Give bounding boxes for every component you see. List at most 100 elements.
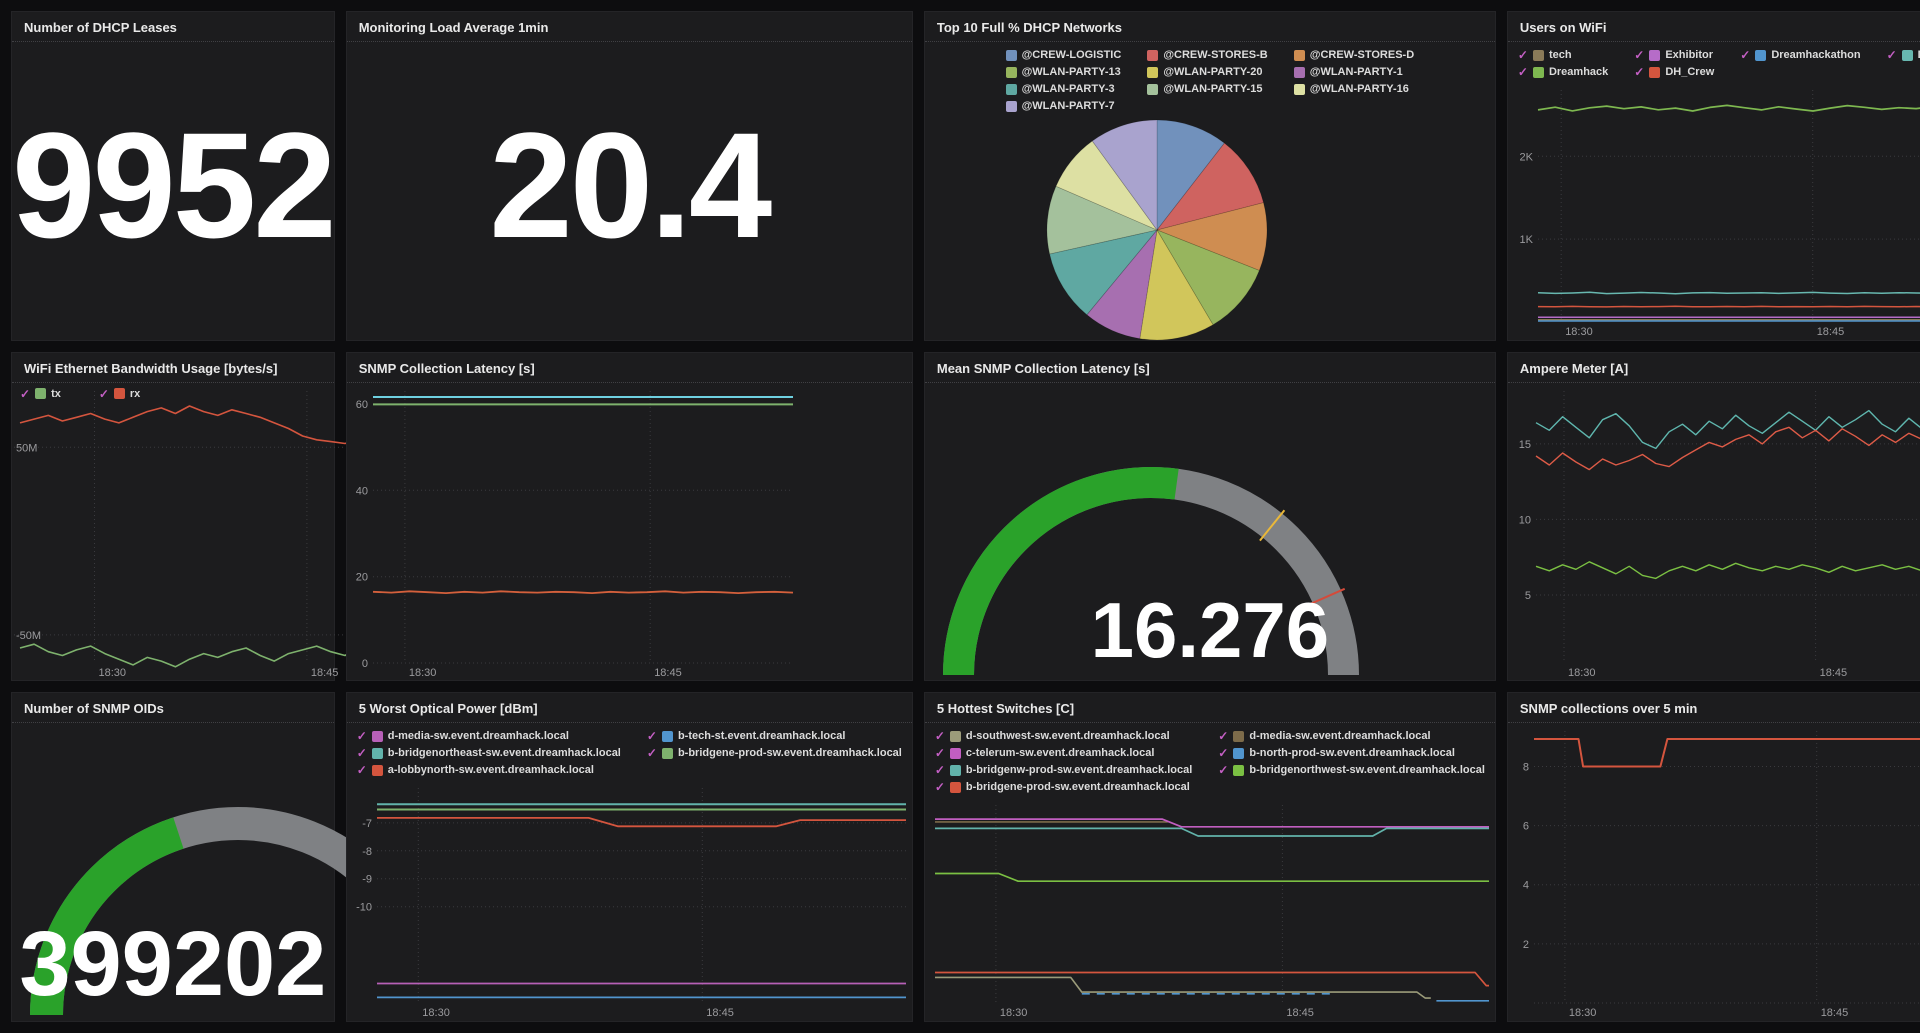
dhcp-networks-pie-legend-item[interactable]: @WLAN-PARTY-1 [1293,64,1414,80]
hottest-switches-legend-item[interactable]: ✓ b-bridgenw-prod-sw.event.dreamhack.loca… [935,762,1192,778]
series-label: tx [51,387,61,400]
series-label: @WLAN-PARTY-13 [1021,66,1121,78]
wifi-bandwidth-body: 50M -50M 18:30 18:45 ✓ tx ✓ rx [12,383,459,681]
series-color-swatch [1532,66,1544,78]
hottest-switches-legend-item[interactable]: ✓ b-bridgene-prod-sw.event.dreamhack.loca… [935,779,1192,795]
users-wifi-legend-item[interactable]: ✓ Dreamhackathon [1740,47,1860,63]
hottest-switches-legend-item[interactable]: ✓ b-bridgenorthwest-sw.event.dreamhack.lo… [1218,762,1485,778]
panel-title[interactable]: 5 Hottest Switches [C] [924,693,1495,724]
svg-text:-9: -9 [362,874,372,886]
snmp-collections-line-chart[interactable]: 8 6 4 2 18:30 18:45 [1508,723,1920,1021]
hottest-switches-legend-item[interactable]: ✓ d-media-sw.event.dreamhack.local [1218,728,1485,744]
users-wifi-legend-item[interactable]: ✓ Exhibitor [1634,47,1714,63]
series-toggle-check-icon: ✓ [356,746,367,761]
gauge-value: 399202 [19,912,327,1015]
users-wifi-body: ✓ tech ✓ Exhibitor ✓ Dreamhackathon ✓ Dreamhack… [1508,42,1920,340]
svg-text:1K: 1K [1519,234,1533,246]
panel-title[interactable]: Number of SNMP OIDs [12,693,334,724]
users-wifi-legend-item[interactable]: ✓ Dreamhack [1518,64,1608,80]
ampere-meter-line-chart[interactable]: 15 10 5 18:30 18:45 [1508,383,1920,681]
snmp-oids-body: 399202 [12,723,450,1021]
series-color-swatch [371,764,383,776]
series-label: @WLAN-PARTY-7 [1021,100,1115,112]
hottest-switches-legend-item[interactable]: ✓ b-north-prod-sw.event.dreamhack.local [1218,745,1485,761]
series-color-swatch [35,388,47,400]
dhcp-networks-pie-legend-item[interactable]: @WLAN-PARTY-20 [1147,64,1267,80]
series-color-swatch [371,730,383,742]
hottest-switches-legend-item[interactable]: ✓ d-southwest-sw.event.dreamhack.local [935,728,1192,744]
panel-title[interactable]: WiFi Ethernet Bandwidth Usage [bytes/s] [12,353,334,383]
series-color-swatch [949,764,961,776]
series-color-swatch [1755,49,1767,61]
worst-optical-power-legend-item[interactable]: ✓ a-lobbynorth-sw.event.dreamhack.local [357,762,621,778]
svg-text:18:30: 18:30 [409,667,437,679]
series-toggle-check-icon: ✓ [934,763,945,778]
snmp-latency-line-chart[interactable]: 60 40 20 0 18:30 18:45 [347,383,912,681]
series-color-swatch [949,730,961,742]
series-color-swatch [1293,83,1305,95]
panel-title[interactable]: Top 10 Full % DHCP Networks [924,12,1495,42]
series-toggle-check-icon: ✓ [934,746,945,761]
worst-optical-power-legend-item[interactable]: ✓ d-media-sw.event.dreamhack.local [357,728,621,744]
users-wifi-line-chart[interactable]: 2K 1K 18:30 18:45 [1508,82,1920,340]
series-label: @WLAN-PARTY-3 [1021,83,1115,95]
mean-snmp-latency-gauge-chart[interactable] [925,383,1495,681]
panel-title[interactable]: SNMP Collection Latency [s] [346,353,912,383]
svg-text:18:30: 18:30 [1569,1007,1597,1019]
hottest-switches-legend-item[interactable]: ✓ c-telerum-sw.event.dreamhack.local [935,745,1192,761]
users-wifi-legend-item[interactable]: ✓ tech [1518,47,1608,63]
panel-top10-dhcp-networks: Top 10 Full % DHCP Networks @CREW-LOGIST… [923,11,1496,341]
snmp-collections-body: 8 6 4 2 18:30 18:45 [1508,723,1920,1021]
series-label: b-bridgenw-prod-sw.event.dreamhack.local [965,764,1193,777]
svg-text:-50M: -50M [16,630,41,642]
panel-worst-optical-power: 5 Worst Optical Power [dBm] ✓ d-media-sw.… [345,692,913,1022]
series-color-swatch [1649,66,1661,78]
mean-snmp-latency-body: 16.276 [925,383,1495,681]
dhcp-networks-pie-legend-item[interactable]: @WLAN-PARTY-15 [1147,81,1267,97]
series-toggle-check-icon: ✓ [1740,48,1751,62]
stat-value: 9952 [12,101,337,270]
series-label: c-telerum-sw.event.dreamhack.local [965,747,1155,760]
panel-wifi-ethernet-bandwidth: WiFi Ethernet Bandwidth Usage [bytes/s] … [11,351,459,682]
svg-text:-7: -7 [362,818,372,830]
dhcp-networks-pie-legend-item[interactable]: @WLAN-PARTY-13 [1005,64,1122,80]
series-color-swatch [1293,66,1305,78]
svg-text:5: 5 [1525,590,1531,602]
series-toggle-check-icon: ✓ [356,763,367,778]
svg-text:-10: -10 [356,902,372,914]
panel-title[interactable]: Ampere Meter [A] [1507,353,1920,383]
wifi-bandwidth-legend-item[interactable]: ✓ rx [99,386,140,402]
users-wifi-legend-item[interactable]: ✓ DH_Crew [1634,64,1714,80]
panel-title[interactable]: 5 Worst Optical Power [dBm] [346,693,912,724]
series-color-swatch [949,781,961,793]
panel-title[interactable]: Monitoring Load Average 1min [346,12,912,42]
worst-optical-power-legend-item[interactable]: ✓ b-tech-st.event.dreamhack.local [647,728,902,744]
dhcp-networks-pie-pie-chart[interactable] [925,116,1495,340]
series-toggle-check-icon: ✓ [1218,746,1229,761]
panel-title[interactable]: Users on WiFi [1507,12,1920,42]
dhcp-networks-pie-legend-item[interactable]: @CREW-STORES-D [1293,47,1414,63]
wifi-bandwidth-legend-item[interactable]: ✓ tx [20,386,61,402]
series-label: b-bridgene-prod-sw.event.dreamhack.local [965,781,1190,794]
worst-optical-power-line-chart[interactable]: -7 -8 -9 -10 18:30 18:45 [347,780,912,1021]
series-toggle-check-icon: ✓ [934,729,945,744]
worst-optical-power-legend-item[interactable]: ✓ b-bridgene-prod-sw.event.dreamhack.loca… [647,745,902,761]
users-wifi-legend-item[interactable]: ✓ Dreamhack_2.4 [1887,47,1920,63]
panel-title[interactable]: Mean SNMP Collection Latency [s] [924,353,1495,383]
dhcp-networks-pie-legend-item[interactable]: @WLAN-PARTY-3 [1005,81,1122,97]
series-label: Dreamhack_2.4 [1918,47,1920,63]
series-color-swatch [1005,100,1017,112]
dhcp-networks-pie-legend-item[interactable]: @CREW-LOGISTIC [1005,47,1121,63]
hottest-switches-body: ✓ d-southwest-sw.event.dreamhack.local ✓ d-… [925,723,1495,1021]
dhcp-networks-pie-body: @CREW-LOGISTIC @CREW-STORES-B @CREW-STORES… [925,42,1495,340]
series-label: @WLAN-PARTY-1 [1309,66,1403,78]
hottest-switches-line-chart[interactable]: 18:30 18:45 [925,797,1495,1021]
worst-optical-power-legend-item[interactable]: ✓ b-bridgenortheast-sw.event.dreamhack.lo… [357,745,621,761]
series-label: Exhibitor [1665,49,1714,61]
dhcp-networks-pie-legend-item[interactable]: @CREW-STORES-B [1147,47,1268,63]
panel-title[interactable]: SNMP collections over 5 min [1507,693,1920,724]
wifi-bandwidth-line-chart[interactable]: 50M -50M 18:30 18:45 ✓ tx ✓ rx [12,383,459,681]
panel-title[interactable]: Number of DHCP Leases [12,12,334,42]
dhcp-networks-pie-legend-item[interactable]: @WLAN-PARTY-7 [1005,98,1122,114]
dhcp-networks-pie-legend-item[interactable]: @WLAN-PARTY-16 [1293,81,1414,97]
